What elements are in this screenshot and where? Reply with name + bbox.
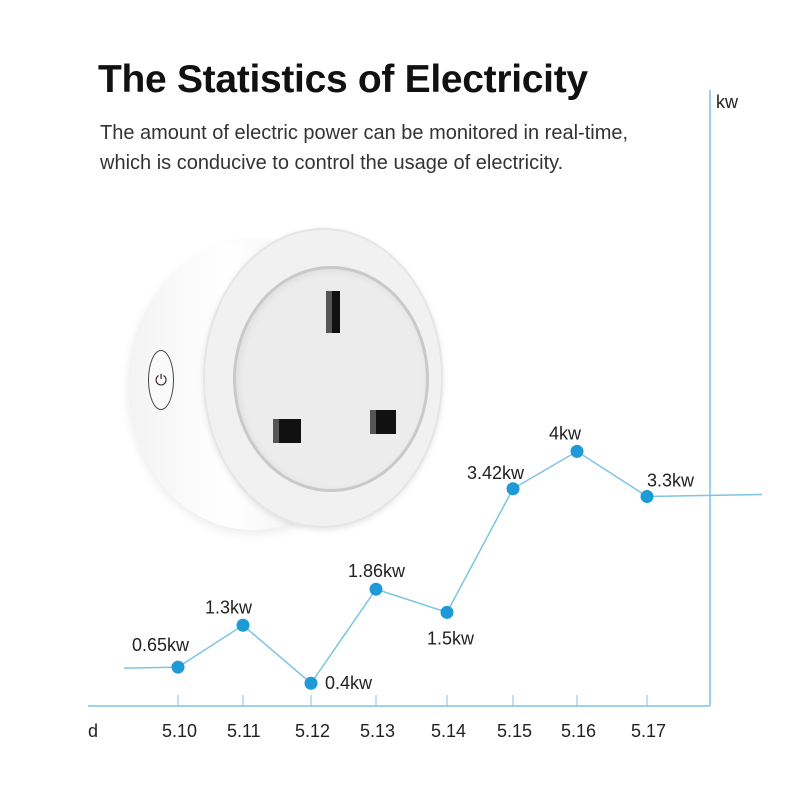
- neutral-slot: [370, 410, 396, 434]
- series-line: [123, 450, 763, 685]
- data-label: 1.86kw: [348, 561, 406, 581]
- data-label: 0.65kw: [132, 635, 190, 655]
- x-tick-label: 5.11: [227, 721, 261, 741]
- power-icon: ⏻: [148, 350, 174, 410]
- data-point: [369, 582, 383, 596]
- x-axis-label: d: [88, 721, 98, 741]
- y-axis-label: kw: [716, 92, 739, 112]
- data-label: 3.42kw: [467, 463, 525, 483]
- data-label: 1.3kw: [205, 597, 253, 617]
- data-point: [570, 444, 584, 458]
- socket-face: [233, 266, 429, 492]
- data-point: [440, 605, 454, 619]
- x-tick-label: 5.16: [561, 721, 596, 741]
- live-slot: [273, 419, 301, 443]
- page-title: The Statistics of Electricity: [98, 58, 588, 101]
- subtitle-line-2: which is conducive to control the usage …: [100, 152, 564, 174]
- data-point: [171, 660, 185, 674]
- x-tick-label: 5.12: [295, 721, 330, 741]
- data-point: [236, 618, 250, 632]
- data-label: 0.4kw: [325, 673, 373, 693]
- data-label: 3.3kw: [647, 470, 695, 490]
- x-tick-label: 5.13: [360, 721, 395, 741]
- subtitle-line-1: The amount of electric power can be moni…: [100, 122, 629, 144]
- x-tick-label: 5.17: [631, 721, 666, 741]
- data-point: [640, 489, 654, 503]
- x-tick-label: 5.10: [162, 721, 197, 741]
- plug-face: [203, 228, 443, 528]
- smart-plug-image: ⏻: [128, 228, 448, 538]
- data-point: [506, 482, 520, 496]
- data-label: 1.5kw: [427, 628, 475, 648]
- x-tick-label: 5.14: [431, 721, 466, 741]
- x-tick-label: 5.15: [497, 721, 532, 741]
- earth-slot: [326, 291, 340, 333]
- data-label: 4kw: [549, 423, 582, 443]
- data-point: [304, 676, 318, 690]
